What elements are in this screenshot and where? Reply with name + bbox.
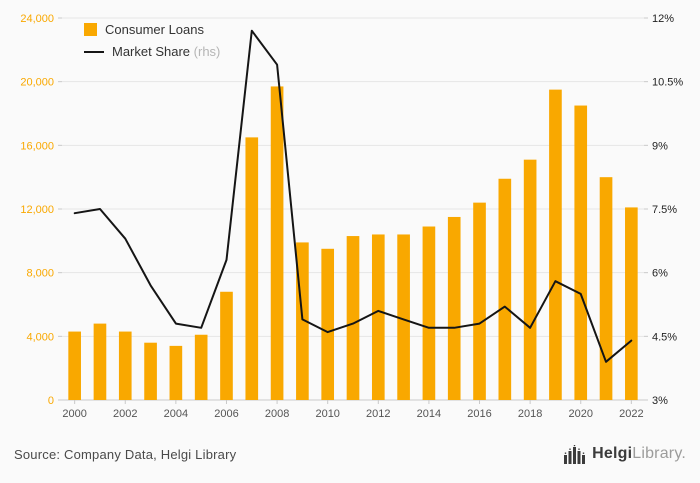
x-axis-label: 2014 [417,408,441,420]
bar-2006 [220,291,233,400]
legend-label-rhs: (rhs) [193,44,221,59]
x-axis-label: 2020 [568,408,592,420]
right-axis-label: 12% [652,13,674,25]
helgi-library-logo: HelgiLibrary. [563,444,686,464]
bar-2019 [549,89,562,400]
right-axis-label: 4.5% [652,331,677,343]
legend-item-consumer-loans: Consumer Loans [84,22,220,37]
left-axis-label: 16,000 [20,140,54,152]
footer: Source: Company Data, Helgi Library Helg… [0,425,700,483]
bar-2003 [144,342,157,400]
left-axis-label: 8,000 [26,268,54,280]
x-axis-label: 2002 [113,408,137,420]
bar-2020 [574,105,588,401]
left-axis-label: 0 [48,395,54,407]
bar-2013 [397,234,410,400]
bar-2016 [473,202,486,400]
bar-2008 [270,86,284,401]
left-axis-label: 20,000 [20,77,54,89]
x-axis-label: 2010 [315,408,339,420]
right-axis-label: 10.5% [652,77,683,89]
bar-2011 [346,236,360,400]
bar-2015 [447,216,461,400]
left-axis-label: 12,000 [20,204,54,216]
right-axis-label: 9% [652,140,668,152]
right-axis-label: 3% [652,395,668,407]
bar-2005 [194,334,208,400]
chart-canvas: 0 3% 4,000 4.5% 8,000 6% 12,000 7.5% 16,000 9% 20,… [20,13,683,420]
bar-2007 [245,137,259,400]
bar-2021 [599,177,613,400]
legend-item-market-share: Market Share (rhs) [84,44,220,59]
bar-2014 [422,226,436,400]
bar-2018 [523,159,537,400]
x-axis-label: 2012 [366,408,390,420]
chart-area: 0 3% 4,000 4.5% 8,000 6% 12,000 7.5% 16,000 9% 20,… [20,13,683,420]
market-share-line [73,29,633,363]
source-text: Source: Company Data, Helgi Library [14,446,237,462]
consumer-loans-swatch-icon [84,23,97,36]
bar-2022 [625,207,638,400]
x-axis-label: 2000 [62,408,86,420]
bar-2012 [371,234,385,400]
x-axis-label: 2008 [265,408,289,420]
left-axis-label: 4,000 [26,331,54,343]
legend-label-market-share: Market Share (rhs) [112,44,221,59]
bar-2000 [68,331,81,400]
legend: Consumer Loans Market Share (rhs) [84,22,220,59]
bar-2017 [498,178,512,400]
logo-text: HelgiLibrary. [592,445,686,462]
right-axis-label: 7.5% [652,204,677,216]
bar-2001 [93,323,107,400]
x-axis-label: 2022 [619,408,643,420]
x-axis-label: 2006 [214,408,238,420]
left-axis-label: 24,000 [20,13,54,25]
x-axis-label: 2004 [164,408,188,420]
helgi-library-logo-icon [564,444,586,464]
x-axis-label: 2018 [518,408,542,420]
bar-2004 [169,345,183,400]
market-share-line-icon [84,50,104,53]
bar-2010 [321,248,335,400]
right-axis-label: 6% [652,268,668,280]
legend-label-consumer-loans: Consumer Loans [105,22,204,37]
bar-2002 [118,331,132,400]
x-axis-label: 2016 [467,408,491,420]
